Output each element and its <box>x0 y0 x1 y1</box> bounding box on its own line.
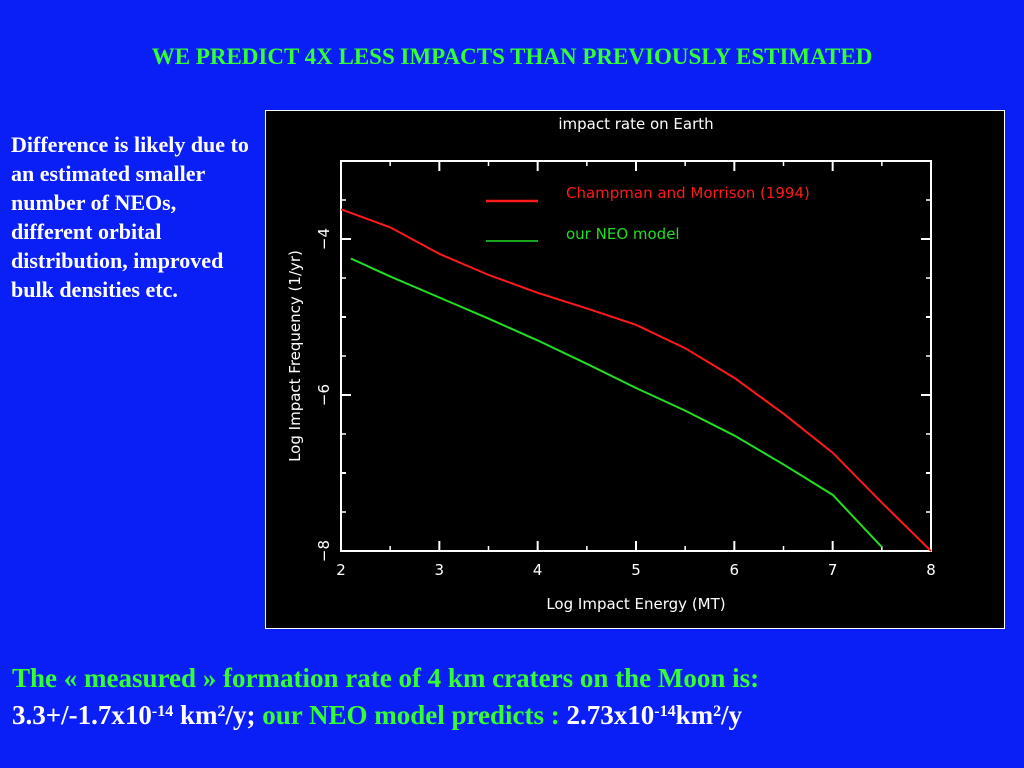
y-axis-title: Log Impact Frequency (1/yr) <box>286 250 304 462</box>
impact-rate-chart: 2 3 4 5 6 7 8 −4 −6 −8 Log Impact Energy (MT) Log I… <box>265 110 1005 629</box>
bottom-line-2: 3.3+/-1.7x10-14 km2/y; our NEO model pre… <box>12 697 1012 734</box>
x-axis-title: Log Impact Energy (MT) <box>546 595 725 613</box>
model-unit: km <box>675 700 714 730</box>
series-line-2 <box>350 257 883 548</box>
x-tick-label: 3 <box>435 561 445 579</box>
side-note: Difference is likely due to an estimated… <box>11 132 249 302</box>
model-unit-exp: 2 <box>713 703 722 720</box>
model-value: 2.73x10 <box>566 700 655 730</box>
chart-svg: 2 3 4 5 6 7 8 −4 −6 −8 Log Impact Energy (MT) Log I… <box>286 115 936 613</box>
x-tick-label: 2 <box>336 561 346 579</box>
measured-exp: -14 <box>151 703 174 720</box>
y-tick-label: −6 <box>315 384 333 406</box>
legend-label-2: our NEO model <box>566 225 680 243</box>
legend-label-1: Champman and Morrison (1994) <box>566 184 810 202</box>
x-tick-label: 7 <box>828 561 838 579</box>
x-tick-label: 4 <box>533 561 543 579</box>
slide-title: WE PREDICT 4X LESS IMPACTS THAN PREVIOUS… <box>151 44 873 69</box>
bottom-line-1: The « measured » formation rate of 4 km … <box>12 663 760 693</box>
model-tail: /y <box>721 700 743 730</box>
y-tick-label: −8 <box>315 540 333 562</box>
chart-title: impact rate on Earth <box>558 115 713 133</box>
x-tick-label: 5 <box>631 561 641 579</box>
series-line-1 <box>340 208 932 552</box>
measured-unit: km <box>173 700 218 730</box>
model-label: our NEO model predicts : <box>255 700 567 730</box>
bottom-text: The « measured » formation rate of 4 km … <box>12 660 1012 734</box>
model-exp: -14 <box>654 703 676 720</box>
measured-value: 3.3+/-1.7x10 <box>12 700 152 730</box>
measured-tail: /y; <box>225 700 256 730</box>
x-tick-label: 8 <box>926 561 936 579</box>
plot-frame <box>340 160 932 552</box>
x-tick-label: 6 <box>730 561 740 579</box>
y-tick-label: −4 <box>315 228 333 250</box>
measured-unit-exp: 2 <box>217 703 226 720</box>
